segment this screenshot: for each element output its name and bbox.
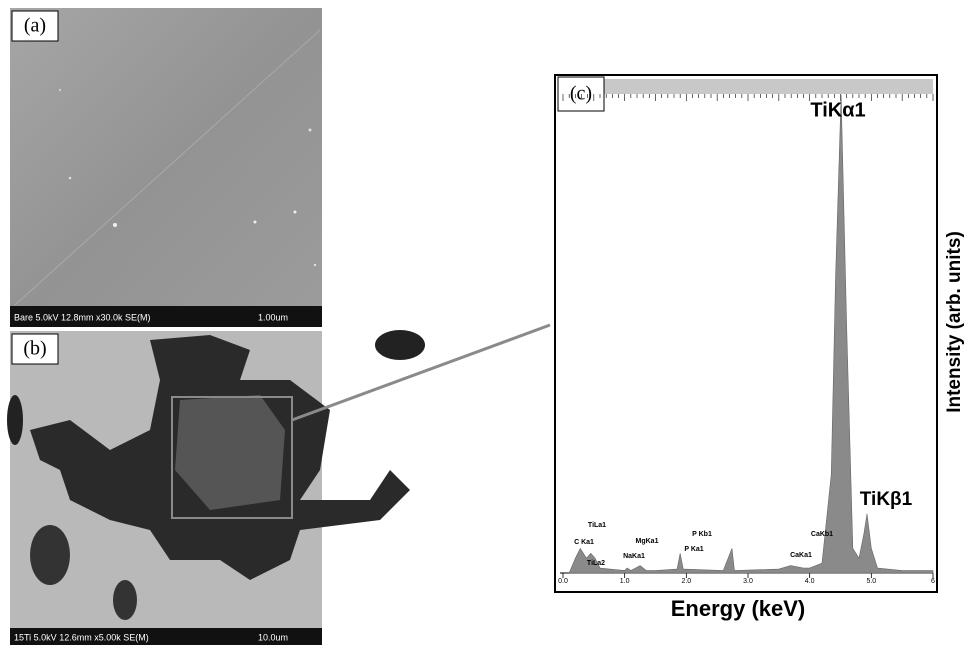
x-tick-label: 2.0 <box>681 578 691 585</box>
annotation: MgKa1 <box>636 538 659 545</box>
panel-label: (b) <box>23 338 46 360</box>
annotation: CaKa1 <box>790 552 812 559</box>
x-tick-label: 5.0 <box>866 578 876 585</box>
panel-label: (a) <box>24 15 46 37</box>
annotation: NaKa1 <box>623 553 645 560</box>
sem-caption: 15Ti 5.0kV 12.6mm x5.00k SE(M) <box>14 632 149 642</box>
scale-label: 10.0um <box>258 632 288 642</box>
annotation: TiLa2 <box>587 560 605 567</box>
panel-label: (c) <box>570 83 592 105</box>
annotation: C Ka1 <box>574 539 594 546</box>
spectrum-top-band <box>560 79 933 94</box>
figure: (a) Bare 5.0kV 12.8mm x30.0k SE(M) 1.00u… <box>0 0 969 645</box>
annotation: P Kb1 <box>692 531 712 538</box>
scale-label: 1.00um <box>258 312 288 322</box>
annotation: TiKα1 <box>810 99 865 121</box>
x-axis-label: Energy (keV) <box>671 596 806 621</box>
annotation: TiKβ1 <box>860 489 913 510</box>
x-tick-label: 0.0 <box>558 578 568 585</box>
sem-caption: Bare 5.0kV 12.8mm x30.0k SE(M) <box>14 312 151 322</box>
x-tick-label: 6 <box>931 578 935 585</box>
spectrum-frame <box>555 75 937 592</box>
annotation: CaKb1 <box>811 531 833 538</box>
x-tick-label: 4.0 <box>805 578 815 585</box>
annotation: P Ka1 <box>684 546 703 553</box>
sem-image-a: (a) Bare 5.0kV 12.8mm x30.0k SE(M) 1.00u… <box>10 8 322 327</box>
x-tick-label: 1.0 <box>620 578 630 585</box>
x-tick-label: 3.0 <box>743 578 753 585</box>
page: {"panels": { "a": {"label": "(a)", "capt… <box>0 0 969 645</box>
y-axis-label: Intensity (arb. units) <box>944 231 965 413</box>
sem-image-b: (b) 15Ti 5.0kV 12.6mm x5.00k SE(M) 10.0u… <box>7 330 425 645</box>
annotation: TiLa1 <box>588 522 606 529</box>
